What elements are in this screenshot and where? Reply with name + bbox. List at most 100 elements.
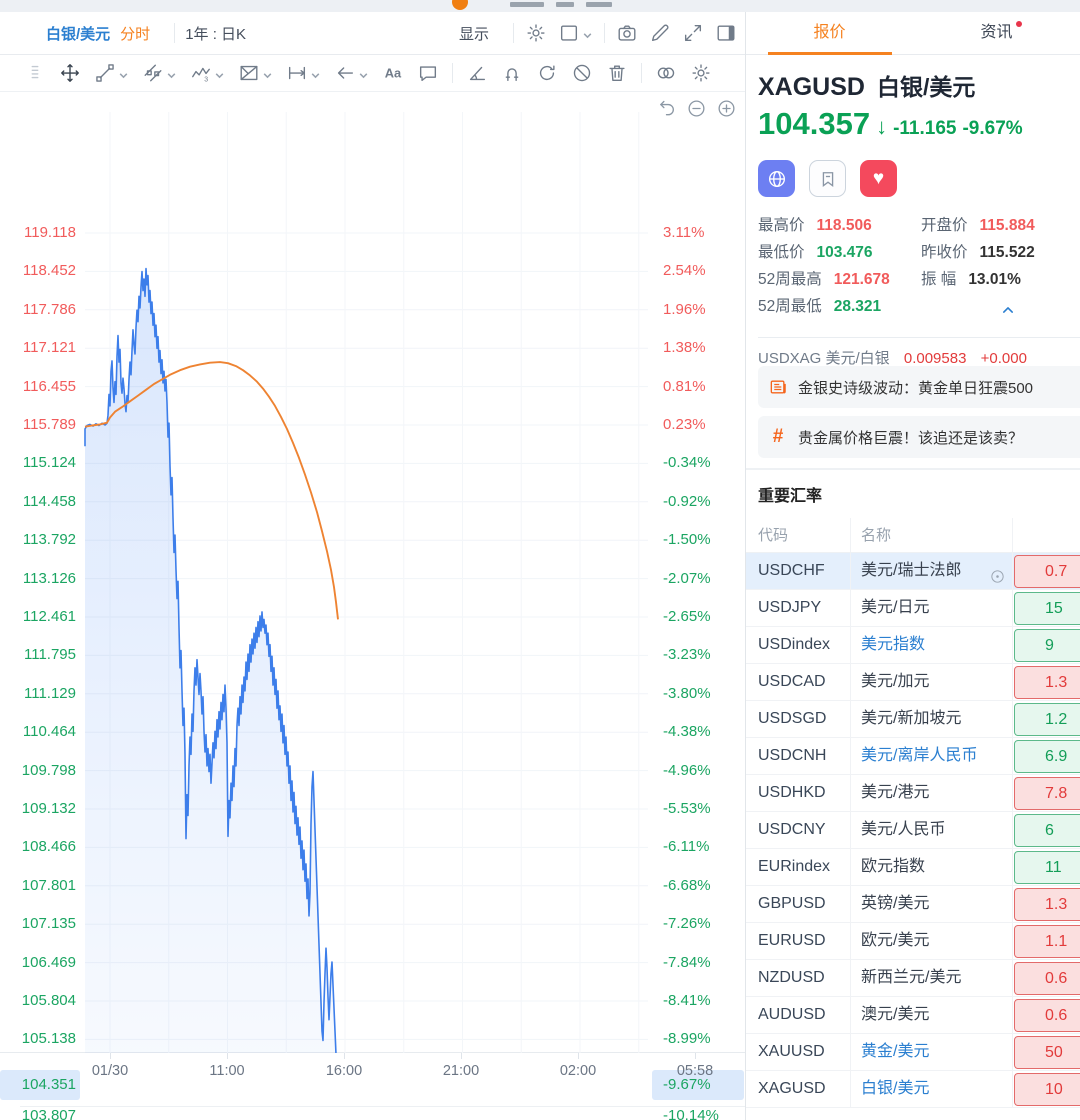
pan-icon[interactable]	[59, 62, 81, 84]
arrow-left-icon[interactable]	[334, 62, 356, 84]
stat-row: 最高价 118.506	[758, 217, 872, 234]
fx-name: 美元/港元	[851, 775, 1013, 811]
bookmark-icon[interactable]	[809, 160, 846, 197]
site-logo-icon	[452, 0, 468, 10]
fx-table-row-usdcny[interactable]: USDCNY 美元/人民币 6	[746, 812, 1080, 849]
zoom-out-icon[interactable]	[686, 98, 707, 119]
circles-icon[interactable]	[655, 62, 677, 84]
stat-row: 振 幅 13.01%	[921, 271, 1021, 288]
fx-table-row-nzdusd[interactable]: NZDUSD 新西兰元/美元 0.6	[746, 960, 1080, 997]
fx-table-row-xauusd[interactable]: XAUUSD 黄金/美元 50	[746, 1034, 1080, 1071]
price-axis-label: 115.789	[22, 416, 76, 433]
zoom-in-icon[interactable]	[716, 98, 737, 119]
fx-table-row-eurindex[interactable]: EURindex 欧元指数 11	[746, 849, 1080, 886]
heart-icon[interactable]: ♥	[860, 160, 897, 197]
collapse-stats-button[interactable]	[998, 300, 1018, 320]
price-axis-label: 111.129	[24, 684, 76, 702]
comment-icon[interactable]	[417, 62, 439, 84]
fx-name[interactable]: 白银/美元	[851, 1071, 1013, 1107]
chart-toolbar-main: 白银/美元 分时 1年 : 日K 显示	[0, 12, 745, 55]
gear-icon[interactable]	[525, 22, 547, 44]
chart-canvas[interactable]	[0, 92, 745, 1053]
panel-right-icon[interactable]	[715, 22, 737, 44]
tab-news[interactable]: 资讯	[913, 12, 1080, 54]
angle-icon[interactable]	[466, 62, 488, 84]
fx-name: 欧元指数	[851, 849, 1013, 885]
fx-code: USDCAD	[746, 664, 851, 700]
ban-icon[interactable]	[571, 62, 593, 84]
fx-name[interactable]: 美元指数	[851, 627, 1013, 663]
toolbar-right-icons	[513, 22, 737, 44]
stats-right-column: 开盘价 115.884 昨收价 115.522 振 幅 13.01%	[921, 212, 1080, 293]
instrument-name: 白银/美元	[876, 74, 976, 100]
stat-row: 最低价 103.476	[758, 244, 873, 261]
news-item-text: 金银史诗级波动：黄金单日狂震500	[798, 379, 1034, 397]
percent-axis-label: -7.84%	[663, 953, 711, 971]
measure-icon[interactable]	[286, 62, 308, 84]
expand-icon[interactable]	[682, 22, 704, 44]
usdxag-quote-row[interactable]: USDXAG 美元/白银 0.009583 +0.000	[758, 337, 1080, 368]
globe-icon[interactable]	[758, 160, 795, 197]
fx-price-pill: 1.2	[1014, 703, 1080, 736]
fx-table-row-gbpusd[interactable]: GBPUSD 英镑/美元 1.3	[746, 886, 1080, 923]
fx-table-row-usdcad[interactable]: USDCAD 美元/加元 1.3	[746, 664, 1080, 701]
percent-axis-label: -0.34%	[663, 454, 711, 472]
percent-axis-label: -4.96%	[663, 761, 711, 779]
camera-icon[interactable]	[616, 22, 638, 44]
channel-icon[interactable]	[142, 62, 164, 84]
price-axis-label: 112.461	[22, 608, 76, 625]
chevron-down-icon	[166, 68, 177, 79]
fx-price-pill: 7.8	[1014, 777, 1080, 810]
pencil-icon[interactable]	[649, 22, 671, 44]
stat-row: 开盘价 115.884	[921, 217, 1035, 234]
chevron-down-icon	[262, 68, 273, 79]
wave-icon[interactable]: 3	[190, 62, 212, 84]
panel-left-icon[interactable]	[14, 22, 36, 44]
pattern-icon[interactable]	[238, 62, 260, 84]
range-dropdown[interactable]: 1年 : 日K	[185, 23, 260, 44]
fx-table-row-usdsgd[interactable]: USDSGD 美元/新加坡元 1.2	[746, 701, 1080, 738]
fx-name[interactable]: 美元/离岸人民币	[851, 738, 1013, 774]
fx-table-row-usdchf[interactable]: USDCHF 美元/瑞士法郎 0.7	[746, 553, 1080, 590]
fx-table-row-audusd[interactable]: AUDUSD 澳元/美元 0.6	[746, 997, 1080, 1034]
last-price: 104.357	[758, 106, 871, 141]
fx-price-pill: 0.6	[1014, 962, 1080, 995]
tab-quotes[interactable]: 报价	[746, 12, 913, 54]
fx-table-row-xagusd[interactable]: XAGUSD 白银/美元 10	[746, 1071, 1080, 1108]
gear-icon[interactable]	[690, 62, 712, 84]
price-change: -11.165	[893, 118, 957, 139]
time-axis-label: 21:00	[442, 1063, 480, 1079]
price-axis-label: 118.452	[22, 262, 76, 280]
topic-item-text: 贵金属价格巨震！该追还是该卖？	[798, 429, 1024, 447]
topic-item[interactable]: # 贵金属价格巨震！该追还是该卖？	[758, 416, 1080, 458]
eye-icon[interactable]	[989, 563, 1006, 583]
stat-row: 52周最低 28.321	[758, 298, 882, 315]
news-item[interactable]: 金银史诗级波动：黄金单日狂震500	[758, 366, 1080, 408]
interval-mode-dropdown[interactable]: 分时	[120, 23, 164, 44]
magnet-icon[interactable]	[501, 62, 523, 84]
price-axis-label: 117.121	[22, 339, 76, 357]
text-icon[interactable]: Aa	[382, 62, 404, 84]
fx-table-row-usdjpy[interactable]: USDJPY 美元/日元 15	[746, 590, 1080, 627]
newspaper-icon	[768, 377, 788, 397]
fx-table-row-eurusd[interactable]: EURUSD 欧元/美元 1.1	[746, 923, 1080, 960]
trend-line-icon[interactable]	[94, 62, 116, 84]
display-dropdown[interactable]: 显示	[459, 23, 503, 44]
symbol-label[interactable]: 白银/美元	[46, 25, 111, 43]
percent-axis-label: 3.11%	[663, 224, 705, 241]
price-chart[interactable]: 119.118 118.452 117.786 117.121 116.455 115.7…	[0, 92, 745, 1120]
price-axis-label: 105.804	[21, 992, 76, 1009]
fx-name: 美元/日元	[851, 590, 1013, 626]
price-axis-label: 111.795	[24, 646, 76, 664]
grip-icon[interactable]	[24, 62, 46, 84]
hash-icon: #	[772, 426, 784, 447]
undo-icon[interactable]	[656, 98, 677, 119]
fx-table-row-usdindex[interactable]: USDindex 美元指数 9	[746, 627, 1080, 664]
cycle-icon[interactable]	[536, 62, 558, 84]
layout-icon[interactable]	[558, 22, 580, 44]
fx-name[interactable]: 黄金/美元	[851, 1034, 1013, 1070]
percent-axis-label: -8.99%	[663, 1030, 711, 1048]
fx-table-row-usdhkd[interactable]: USDHKD 美元/港元 7.8	[746, 775, 1080, 812]
fx-table-row-usdcnh[interactable]: USDCNH 美元/离岸人民币 6.9	[746, 738, 1080, 775]
trash-icon[interactable]	[606, 62, 628, 84]
